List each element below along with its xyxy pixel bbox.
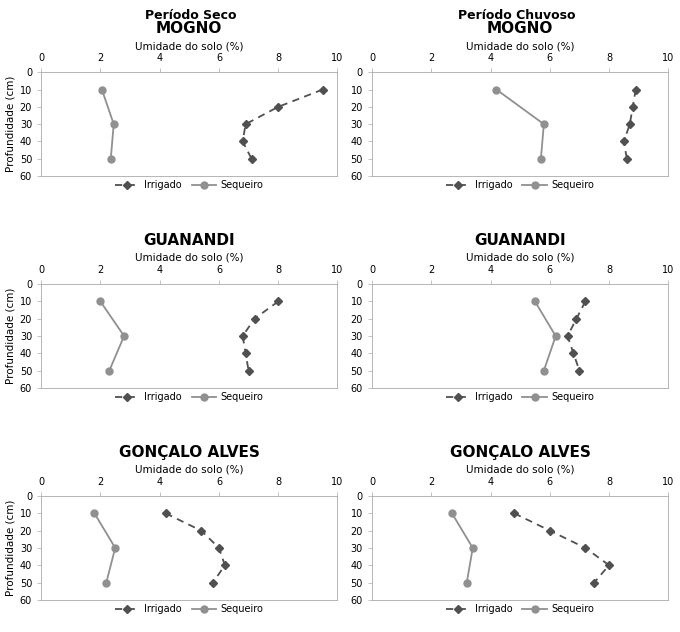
Sequeiro: [111, 544, 119, 552]
Sequeiro: [531, 298, 539, 305]
Line: Sequeiro: Sequeiro: [99, 86, 117, 162]
Irrigado: [274, 298, 282, 305]
X-axis label: Umidade do solo (%): Umidade do solo (%): [466, 465, 575, 475]
Sequeiro: [551, 332, 560, 340]
Irrigado: [545, 527, 554, 535]
Irrigado: [241, 349, 250, 357]
Irrigado: [632, 86, 640, 94]
Line: Sequeiro: Sequeiro: [532, 298, 559, 374]
Sequeiro: [448, 509, 456, 517]
Irrigado: [590, 579, 598, 586]
Y-axis label: Profundidade (cm): Profundidade (cm): [5, 288, 16, 384]
Sequeiro: [540, 367, 548, 374]
Legend: Irrigado, Sequeiro: Irrigado, Sequeiro: [442, 388, 598, 406]
Title: GONÇALO ALVES: GONÇALO ALVES: [119, 445, 260, 460]
Sequeiro: [97, 298, 105, 305]
Sequeiro: [90, 509, 99, 517]
Irrigado: [573, 315, 581, 322]
Line: Sequeiro: Sequeiro: [97, 298, 128, 374]
Irrigado: [197, 527, 205, 535]
Sequeiro: [120, 332, 129, 340]
Line: Irrigado: Irrigado: [240, 87, 326, 162]
Title: GUANANDI: GUANANDI: [475, 233, 566, 248]
Line: Sequeiro: Sequeiro: [493, 86, 547, 162]
Legend: Irrigado, Sequeiro: Irrigado, Sequeiro: [111, 600, 267, 618]
Sequeiro: [107, 155, 115, 162]
Irrigado: [162, 509, 170, 517]
Title: MOGNO: MOGNO: [487, 21, 554, 37]
Legend: Irrigado, Sequeiro: Irrigado, Sequeiro: [111, 388, 267, 406]
Irrigado: [209, 579, 217, 586]
Sequeiro: [492, 86, 500, 94]
Line: Irrigado: Irrigado: [621, 87, 639, 162]
Irrigado: [510, 509, 518, 517]
Line: Irrigado: Irrigado: [511, 511, 612, 585]
Text: Período Chuvoso: Período Chuvoso: [458, 9, 575, 23]
Irrigado: [626, 120, 634, 128]
Sequeiro: [469, 544, 477, 552]
Sequeiro: [98, 86, 106, 94]
Sequeiro: [537, 155, 545, 162]
Irrigado: [575, 367, 583, 374]
Line: Sequeiro: Sequeiro: [91, 510, 119, 586]
Irrigado: [274, 103, 282, 111]
Irrigado: [239, 332, 247, 340]
X-axis label: Umidade do solo (%): Umidade do solo (%): [466, 41, 575, 51]
Irrigado: [605, 561, 613, 569]
X-axis label: Umidade do solo (%): Umidade do solo (%): [135, 465, 243, 475]
X-axis label: Umidade do solo (%): Umidade do solo (%): [135, 253, 243, 263]
Legend: Irrigado, Sequeiro: Irrigado, Sequeiro: [111, 176, 267, 194]
Sequeiro: [105, 367, 114, 374]
Legend: Irrigado, Sequeiro: Irrigado, Sequeiro: [442, 600, 598, 618]
X-axis label: Umidade do solo (%): Umidade do solo (%): [135, 41, 243, 51]
Irrigado: [581, 298, 590, 305]
Irrigado: [241, 120, 250, 128]
Irrigado: [569, 349, 577, 357]
Irrigado: [250, 315, 258, 322]
Irrigado: [215, 544, 223, 552]
Line: Sequeiro: Sequeiro: [449, 510, 476, 586]
Line: Irrigado: Irrigado: [565, 299, 588, 374]
Sequeiro: [102, 579, 110, 586]
Irrigado: [629, 103, 637, 111]
Irrigado: [623, 155, 631, 162]
Irrigado: [564, 332, 572, 340]
Title: MOGNO: MOGNO: [156, 21, 222, 37]
Irrigado: [248, 155, 256, 162]
Y-axis label: Profundidade (cm): Profundidade (cm): [5, 76, 16, 173]
Irrigado: [239, 138, 247, 145]
X-axis label: Umidade do solo (%): Umidade do solo (%): [466, 253, 575, 263]
Irrigado: [581, 544, 590, 552]
Sequeiro: [462, 579, 471, 586]
Irrigado: [221, 561, 229, 569]
Y-axis label: Profundidade (cm): Profundidade (cm): [5, 500, 16, 596]
Irrigado: [319, 86, 327, 94]
Irrigado: [245, 367, 253, 374]
Line: Irrigado: Irrigado: [163, 511, 228, 585]
Title: GONÇALO ALVES: GONÇALO ALVES: [449, 445, 590, 460]
Title: GUANANDI: GUANANDI: [143, 233, 235, 248]
Sequeiro: [109, 120, 118, 128]
Line: Irrigado: Irrigado: [240, 299, 281, 374]
Legend: Irrigado, Sequeiro: Irrigado, Sequeiro: [442, 176, 598, 194]
Irrigado: [619, 138, 628, 145]
Text: Período Seco: Período Seco: [145, 9, 236, 23]
Sequeiro: [540, 120, 548, 128]
